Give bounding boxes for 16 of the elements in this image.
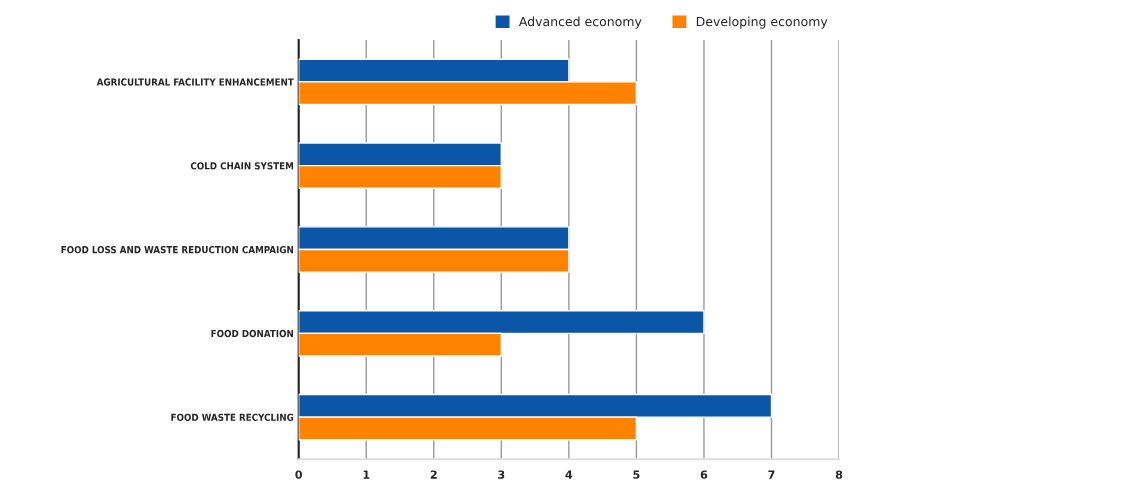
x-tick-label: 2 (430, 470, 437, 479)
legend-label: Advanced economy (518, 16, 642, 29)
x-tick-label: 0 (295, 470, 303, 479)
y-tick-label: FOOD WASTE RECYCLING (171, 413, 294, 421)
legend-label: Developing economy (696, 16, 828, 29)
y-tick-label: COLD CHAIN SYSTEM (190, 162, 294, 170)
x-tick-label: 8 (835, 470, 843, 479)
y-tick-label: AGRICULTURAL FACILITY ENHANCEMENT (96, 78, 294, 86)
x-tick-label: 4 (565, 470, 573, 479)
x-tick-label: 1 (363, 470, 370, 479)
x-tick-label: 6 (700, 470, 708, 479)
x-tick-label: 7 (768, 470, 775, 479)
y-tick-label: FOOD LOSS AND WASTE REDUCTION CAMPAIGN (61, 245, 294, 254)
y-tick-label: FOOD DONATION (211, 329, 294, 338)
x-tick-label: 3 (498, 470, 505, 479)
x-tick-label: 5 (633, 470, 640, 479)
